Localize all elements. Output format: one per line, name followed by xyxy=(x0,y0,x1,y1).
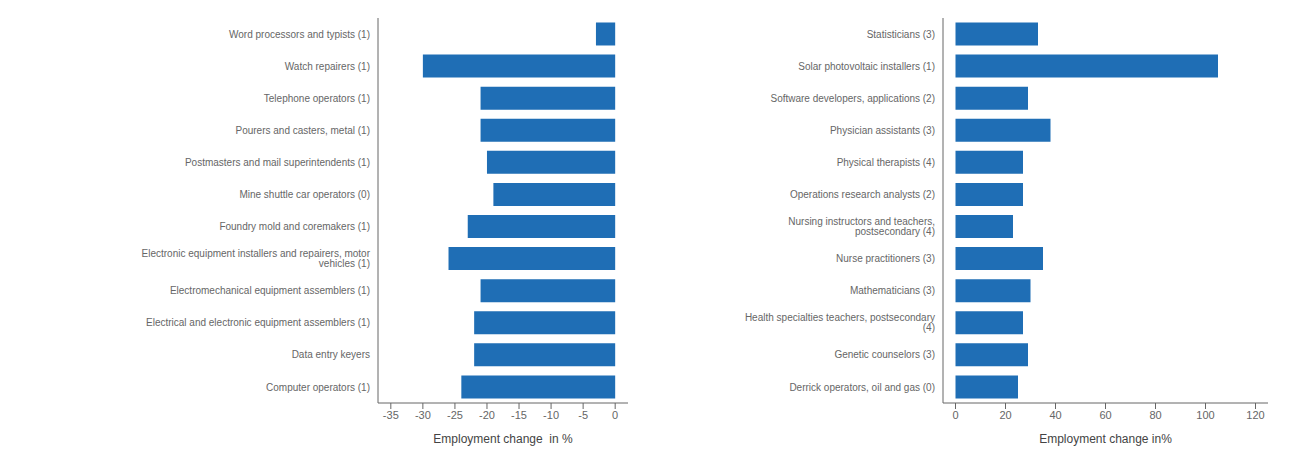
svg-text:Pourers and casters, metal (1): Pourers and casters, metal (1) xyxy=(236,125,371,136)
svg-text:Genetic counselors (3): Genetic counselors (3) xyxy=(834,349,935,360)
svg-text:Foundry mold and coremakers (1: Foundry mold and coremakers (1) xyxy=(219,221,370,232)
svg-text:Nurse practitioners (3): Nurse practitioners (3) xyxy=(836,253,935,264)
svg-text:120: 120 xyxy=(1246,409,1264,421)
svg-text:Mathematicians (3): Mathematicians (3) xyxy=(850,285,935,296)
svg-text:Physician assistants (3): Physician assistants (3) xyxy=(830,125,935,136)
svg-text:100: 100 xyxy=(1196,409,1214,421)
svg-text:80: 80 xyxy=(1149,409,1161,421)
svg-text:Telephone operators (1): Telephone operators (1) xyxy=(264,93,370,104)
svg-text:-25: -25 xyxy=(447,409,463,421)
svg-text:Computer operators (1): Computer operators (1) xyxy=(266,382,370,393)
svg-text:Postmasters and mail superinte: Postmasters and mail superintendents (1) xyxy=(185,157,370,168)
svg-text:-35: -35 xyxy=(383,409,399,421)
svg-text:Electrical and electronic equi: Electrical and electronic equipment asse… xyxy=(146,317,370,328)
svg-text:-30: -30 xyxy=(415,409,431,421)
svg-text:60: 60 xyxy=(1099,409,1111,421)
svg-text:Health specialties teachers, p: Health specialties teachers, postseconda… xyxy=(745,312,935,333)
svg-text:Software developers, applicati: Software developers, applications (2) xyxy=(770,93,935,104)
svg-text:Nursing instructors and teache: Nursing instructors and teachers,postsec… xyxy=(788,216,935,237)
svg-text:Statisticians (3): Statisticians (3) xyxy=(867,29,935,40)
svg-text:-10: -10 xyxy=(543,409,559,421)
svg-text:Solar photovoltaic installers: Solar photovoltaic installers (1) xyxy=(798,61,935,72)
svg-text:-20: -20 xyxy=(479,409,495,421)
svg-text:Employment change in%: Employment change in% xyxy=(1039,432,1172,446)
svg-text:40: 40 xyxy=(1049,409,1061,421)
svg-text:Electromechanical equipment as: Electromechanical equipment assemblers (… xyxy=(170,285,370,296)
svg-text:Operations research analysts (: Operations research analysts (2) xyxy=(790,189,935,200)
svg-text:Data entry keyers: Data entry keyers xyxy=(292,349,370,360)
svg-text:20: 20 xyxy=(999,409,1011,421)
svg-text:-15: -15 xyxy=(511,409,527,421)
svg-text:-5: -5 xyxy=(578,409,588,421)
svg-text:Derrick operators, oil and gas: Derrick operators, oil and gas (0) xyxy=(789,382,935,393)
svg-text:Watch repairers (1): Watch repairers (1) xyxy=(285,61,370,72)
svg-text:0: 0 xyxy=(952,409,958,421)
svg-text:Physical therapists (4): Physical therapists (4) xyxy=(837,157,935,168)
svg-text:Electronic equipment installer: Electronic equipment installers and repa… xyxy=(142,248,371,269)
svg-text:0: 0 xyxy=(612,409,618,421)
svg-text:Employment change in %: Employment change in % xyxy=(433,432,573,446)
svg-text:Mine shuttle car operators (0): Mine shuttle car operators (0) xyxy=(239,189,370,200)
svg-text:Word processors and typists (1: Word processors and typists (1) xyxy=(229,29,370,40)
